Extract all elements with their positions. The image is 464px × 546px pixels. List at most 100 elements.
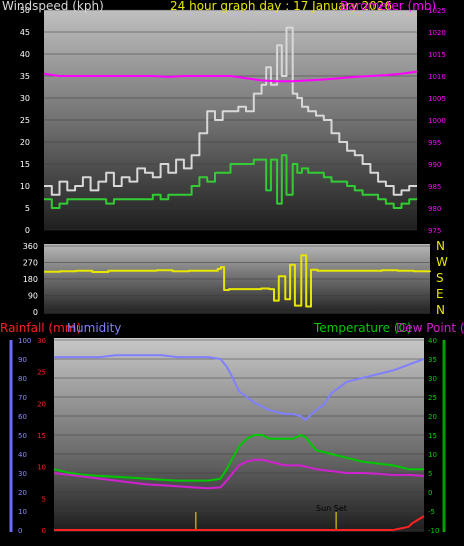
- barometer-y-tick-label: 1015: [428, 51, 446, 59]
- wind-y-tick-label: 5: [25, 204, 30, 213]
- temperature-axis-label: Temperature (C): [313, 321, 412, 335]
- temperature-x-tick-label: 12: [234, 535, 244, 544]
- temperature-x-tick-label: 18: [326, 535, 336, 544]
- barometer-y-tick-label: 1005: [428, 95, 446, 103]
- wind-x-tick-label: 06: [132, 233, 142, 242]
- direction-y-tick-label: 90: [28, 292, 38, 301]
- dew-point-line: [53, 458, 425, 490]
- temperature-series: [53, 354, 425, 531]
- temperature-y-tick-label: 25: [428, 394, 437, 402]
- wind-y-tick-label: 0: [25, 226, 30, 235]
- wind-x-tick-label: 14: [256, 233, 266, 242]
- graph-title: 24 hour graph day : 17 January 2026: [170, 0, 392, 13]
- temperature-x-tick-label: 08: [172, 535, 182, 544]
- barometer-y-tick-label: 1025: [428, 7, 446, 15]
- wind-x-tick-label: 10: [194, 233, 204, 242]
- temperature-x-tick-label: 06: [141, 535, 151, 544]
- barometer-y-tick-label: 1000: [428, 117, 446, 125]
- direction-y-tick-label: 180: [23, 275, 38, 284]
- temperature-y-tick-label: 35: [428, 356, 437, 364]
- wind-y-tick-label: 10: [20, 182, 30, 191]
- humidity-y-tick-label: 80: [18, 375, 27, 383]
- temperature-y-tick-label: 20: [428, 413, 437, 421]
- wind-x-tick-label: 12: [225, 233, 235, 242]
- humidity-y-tick-label: 60: [18, 413, 27, 421]
- temperature-y-tick-label: 40: [428, 337, 437, 345]
- humidity-y-ticks: 0 10 20 30 40 50 60 70 80 90 100: [18, 337, 31, 535]
- wind-x-tick-label: 22: [381, 233, 391, 242]
- compass-label: E: [436, 287, 444, 301]
- wind-x-tick-label: 02: [70, 233, 80, 242]
- temperature-y-tick-label: 30: [428, 375, 437, 383]
- rain-y-tick-label: 25: [37, 369, 46, 377]
- humidity-axis-label: Humidity: [67, 321, 121, 335]
- barometer-y-tick-label: 990: [428, 161, 441, 169]
- wind-x-tick-label: 16: [288, 233, 298, 242]
- humidity-y-tick-label: 0: [18, 527, 22, 535]
- wind-x-tick-label: 18: [319, 233, 329, 242]
- humidity-line: [54, 354, 425, 421]
- wind-y-tick-label: 45: [20, 28, 30, 37]
- rain-y-ticks: 0 5 10 15 20 25 30: [37, 337, 46, 535]
- temperature-x-tick-label: 16: [296, 535, 306, 544]
- barometer-y-tick-label: 985: [428, 183, 441, 191]
- wind-x-tick-label: 00: [412, 233, 422, 242]
- humidity-y-tick-label: 20: [18, 489, 27, 497]
- humidity-y-tick-label: 90: [18, 356, 27, 364]
- dew-point-axis-label: Dew Point (C): [396, 321, 464, 335]
- temperature-x-tick-label: 04: [111, 535, 121, 544]
- wind-y-tick-label: 25: [20, 116, 30, 125]
- barometer-y-tick-label: 995: [428, 139, 441, 147]
- compass-label: S: [436, 271, 444, 285]
- compass-label: N: [436, 239, 445, 253]
- wind-y-tick-label: 50: [20, 6, 30, 15]
- barometer-axis-label: Barometer (mb): [340, 0, 436, 13]
- compass-label: W: [436, 255, 448, 269]
- wind-y-ticks: 0 5 10 15 20 25 30 35 40 45 50: [20, 6, 30, 235]
- direction-series: [44, 254, 431, 308]
- temperature-x-tick-label: 10: [203, 535, 213, 544]
- wind-y-tick-label: 30: [20, 94, 30, 103]
- wind-y-tick-label: 35: [20, 72, 30, 81]
- rain-y-tick-label: 30: [37, 337, 46, 345]
- temperature-y-tick-label: -5: [428, 508, 435, 516]
- barometer-line: [43, 70, 418, 83]
- wind-y-tick-label: 40: [20, 50, 30, 59]
- temperature-y-tick-label: 10: [428, 451, 437, 459]
- direction-y-tick-label: 360: [23, 242, 38, 251]
- barometer-y-tick-label: 980: [428, 205, 441, 213]
- wind-y-tick-label: 20: [20, 138, 30, 147]
- temperature-y-tick-label: 5: [428, 470, 432, 478]
- temperature-x-tick-label: 22: [388, 535, 398, 544]
- sunset-label: Sun Set: [316, 504, 347, 513]
- temperature-y-tick-label: 15: [428, 432, 437, 440]
- wind-x-tick-label: 20: [350, 233, 360, 242]
- direction-y-ticks: 0 90 180 270 360: [23, 242, 38, 317]
- temperature-x-tick-label: 00: [419, 535, 429, 544]
- temperature-line: [53, 434, 424, 482]
- humidity-y-tick-label: 10: [18, 508, 27, 516]
- wind-axis-label: Windspeed (kph): [2, 0, 104, 13]
- humidity-y-tick-label: 40: [18, 451, 27, 459]
- rainfall-axis-label: Rainfall (mm): [0, 321, 81, 335]
- temperature-y-ticks: -10 -5 0 5 10 15 20 25 30 35 40: [428, 337, 439, 535]
- temperature-y-tick-label: -10: [428, 527, 439, 535]
- compass-label: N: [436, 303, 445, 317]
- wind-x-ticks: 02 04 06 08 10 12 14 16 18 20 22 00: [70, 233, 422, 242]
- humidity-y-tick-label: 50: [18, 432, 27, 440]
- rain-y-tick-label: 0: [42, 527, 46, 535]
- rain-y-tick-label: 20: [37, 400, 46, 408]
- barometer-y-tick-label: 975: [428, 227, 441, 235]
- wind-speed-line: [44, 26, 417, 196]
- rain-y-tick-label: 10: [37, 464, 46, 472]
- direction-y-tick-label: 270: [23, 259, 38, 268]
- rain-y-tick-label: 5: [42, 495, 46, 503]
- barometer-y-tick-label: 1010: [428, 73, 446, 81]
- direction-y-tick-label: 0: [33, 308, 38, 317]
- barometer-y-ticks: 975 980 985 990 995 1000 1005 1010 1015 1020 1025: [428, 7, 446, 235]
- temperature-x-ticks: 02 04 06 08 10 12 14 16 18 20 22 00: [80, 535, 429, 544]
- wind-x-tick-label: 08: [163, 233, 173, 242]
- wind-y-tick-label: 15: [20, 160, 30, 169]
- wind-series: [43, 26, 418, 209]
